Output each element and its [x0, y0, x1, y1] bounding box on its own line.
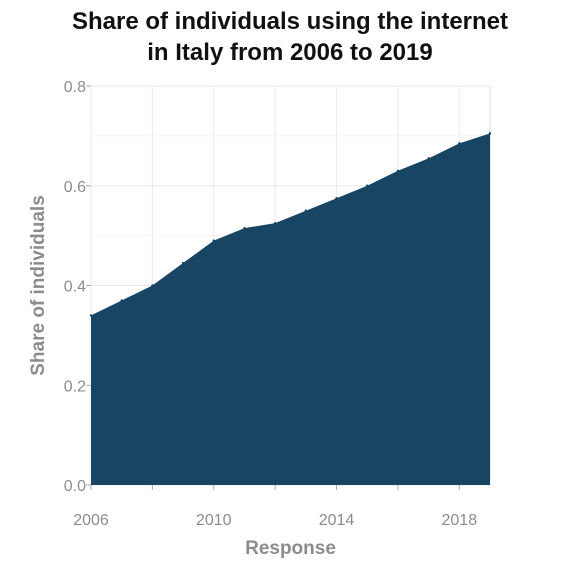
x-tick-label: 2018 [442, 512, 478, 529]
data-point [151, 284, 154, 287]
chart-title-line-1: Share of individuals using the internet [71, 8, 509, 35]
data-point [89, 314, 93, 317]
axes: 0.0 0.2 0.4 0.6 0.8 2006 2010 2014 2018 [64, 79, 477, 529]
data-point [335, 197, 338, 200]
data-point [488, 132, 492, 135]
x-tick-label: 2014 [319, 512, 355, 529]
y-tick-label: 0.8 [64, 79, 86, 96]
x-tick-label: 2010 [196, 512, 232, 529]
x-axis-title: Response [245, 538, 336, 559]
data-point [243, 226, 246, 230]
y-tick-label: 0.4 [64, 279, 86, 296]
chart-title-line-2: in Italy from 2006 to 2019 [147, 39, 433, 66]
data-point [120, 299, 123, 302]
y-tick-label: 0.6 [64, 179, 86, 196]
y-axis-title: Share of individuals [28, 195, 49, 376]
data-point [366, 184, 369, 187]
data-point [396, 169, 400, 172]
chart-title: Share of individuals using the internet … [0, 6, 580, 68]
x-tick-label: 2006 [73, 512, 109, 529]
area-fill [91, 133, 490, 485]
data-point [181, 261, 185, 265]
y-tick-label: 0.0 [64, 478, 86, 495]
data-point [304, 209, 308, 212]
y-tick-label: 0.2 [64, 378, 86, 395]
data-point [458, 142, 461, 145]
series-area [89, 132, 492, 485]
data-point [273, 221, 277, 225]
data-point [427, 157, 430, 160]
data-point [212, 239, 215, 242]
